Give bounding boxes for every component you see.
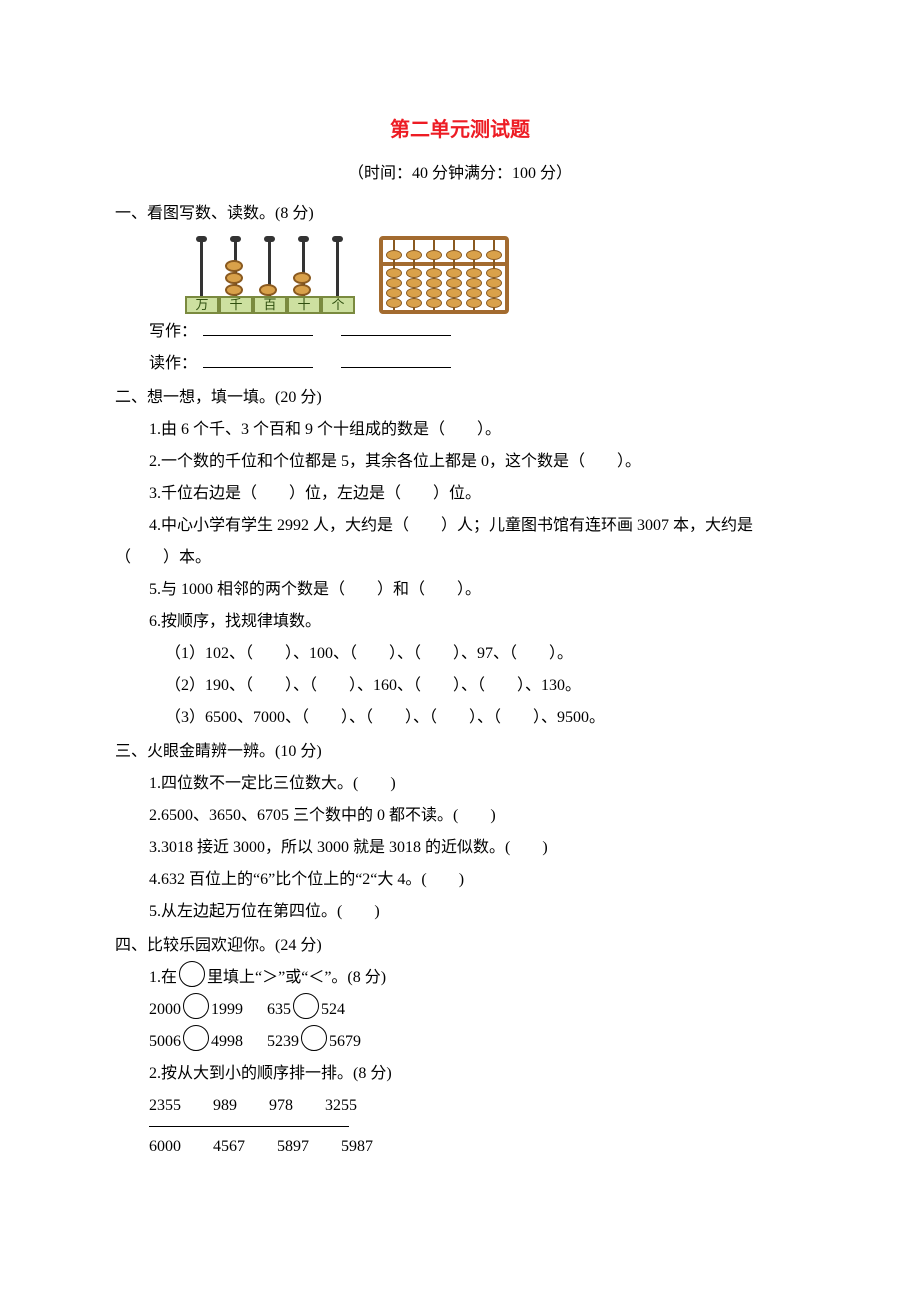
q2-item-3: 3.千位右边是（ ）位，左边是（ ）位。 xyxy=(115,478,805,510)
q3-head: 三、火眼金睛辨一辨。(10 分) xyxy=(115,736,805,768)
frame-label-shi: 十 xyxy=(287,296,321,314)
write-blank-1[interactable] xyxy=(203,318,313,336)
abacus-figure xyxy=(379,236,509,314)
compare-circle[interactable] xyxy=(183,1025,209,1051)
cmp-a: 635 xyxy=(267,1001,291,1018)
cmp-a: 5239 xyxy=(267,1033,299,1050)
circle-icon xyxy=(179,961,205,987)
q4-p2-head: 2.按从大到小的顺序排一排。(8 分) xyxy=(115,1058,805,1090)
compare-circle[interactable] xyxy=(301,1025,327,1051)
q3-item-5: 5.从左边起万位在第四位。( ) xyxy=(115,896,805,928)
cmp-a: 2000 xyxy=(149,1001,181,1018)
read-blank-2[interactable] xyxy=(341,350,451,368)
frame-label-wan: 万 xyxy=(185,296,219,314)
page-subtitle: （时间：40 分钟满分：100 分） xyxy=(115,158,805,190)
q4-p1-row-2: 5006 4998 5239 5679 xyxy=(115,1026,805,1058)
answer-line[interactable] xyxy=(149,1126,349,1127)
q3-item-1: 1.四位数不一定比三位数大。( ) xyxy=(115,768,805,800)
cmp-b: 1999 xyxy=(211,1001,243,1018)
q4-head: 四、比较乐园欢迎你。(24 分) xyxy=(115,930,805,962)
frame-label-bai: 百 xyxy=(253,296,287,314)
read-label: 读作： xyxy=(149,355,197,372)
q2-head: 二、想一想，填一填。(20 分) xyxy=(115,382,805,414)
read-blank-1[interactable] xyxy=(203,350,313,368)
q2-sub6-1: （1）102、（ ）、100、（ ）、（ ）、97、（ ）。 xyxy=(115,638,805,670)
q4-p1-lead: 1.在 xyxy=(149,969,177,986)
q2-sub6-3: （3）6500、7000、（ ）、（ ）、（ ）、（ ）、9500。 xyxy=(115,702,805,734)
q4-p2-row-2: 6000 4567 5897 5987 xyxy=(115,1131,805,1163)
q4-p2-row-1: 2355 989 978 3255 xyxy=(115,1090,805,1122)
q2-sub6-2: （2）190、（ ）、（ ）、160、（ ）、（ ）、130。 xyxy=(115,670,805,702)
write-label: 写作： xyxy=(149,323,197,340)
q1-write-row: 写作： xyxy=(115,316,805,348)
figures-row: 万 千 百 十 个 xyxy=(115,234,805,314)
page-title: 第二单元测试题 xyxy=(115,110,805,150)
cmp-b: 5679 xyxy=(329,1033,361,1050)
compare-circle[interactable] xyxy=(183,993,209,1019)
q4-p1-row-1: 2000 1999 635 524 xyxy=(115,994,805,1026)
q2-item-4: 4.中心小学有学生 2992 人，大约是（ ）人；儿童图书馆有连环画 3007 … xyxy=(115,510,805,542)
cmp-b: 4998 xyxy=(211,1033,243,1050)
q2-item-5: 5.与 1000 相邻的两个数是（ ）和（ ）。 xyxy=(115,574,805,606)
q2-item-6: 6.按顺序，找规律填数。 xyxy=(115,606,805,638)
q4-p1-lead-row: 1.在 里填上“＞”或“＜”。(8 分) xyxy=(115,962,805,994)
q2-item-2: 2.一个数的千位和个位都是 5，其余各位上都是 0，这个数是（ ）。 xyxy=(115,446,805,478)
q1-read-row: 读作： xyxy=(115,348,805,380)
q4-p1-tail: 里填上“＞”或“＜”。(8 分) xyxy=(207,969,386,986)
cmp-b: 524 xyxy=(321,1001,345,1018)
write-blank-2[interactable] xyxy=(341,318,451,336)
q2-item-1: 1.由 6 个千、3 个百和 9 个十组成的数是（ ）。 xyxy=(115,414,805,446)
q2-item-4-tail: （ ）本。 xyxy=(115,542,805,574)
counting-frame-figure: 万 千 百 十 个 xyxy=(185,234,355,314)
q3-item-4: 4.632 百位上的“6”比个位上的“2“大 4。( ) xyxy=(115,864,805,896)
cmp-a: 5006 xyxy=(149,1033,181,1050)
q3-item-2: 2.6500、3650、6705 三个数中的 0 都不读。( ) xyxy=(115,800,805,832)
frame-label-ge: 个 xyxy=(321,296,355,314)
q1-head: 一、看图写数、读数。(8 分) xyxy=(115,198,805,230)
q3-item-3: 3.3018 接近 3000，所以 3000 就是 3018 的近似数。( ) xyxy=(115,832,805,864)
frame-label-qian: 千 xyxy=(219,296,253,314)
compare-circle[interactable] xyxy=(293,993,319,1019)
